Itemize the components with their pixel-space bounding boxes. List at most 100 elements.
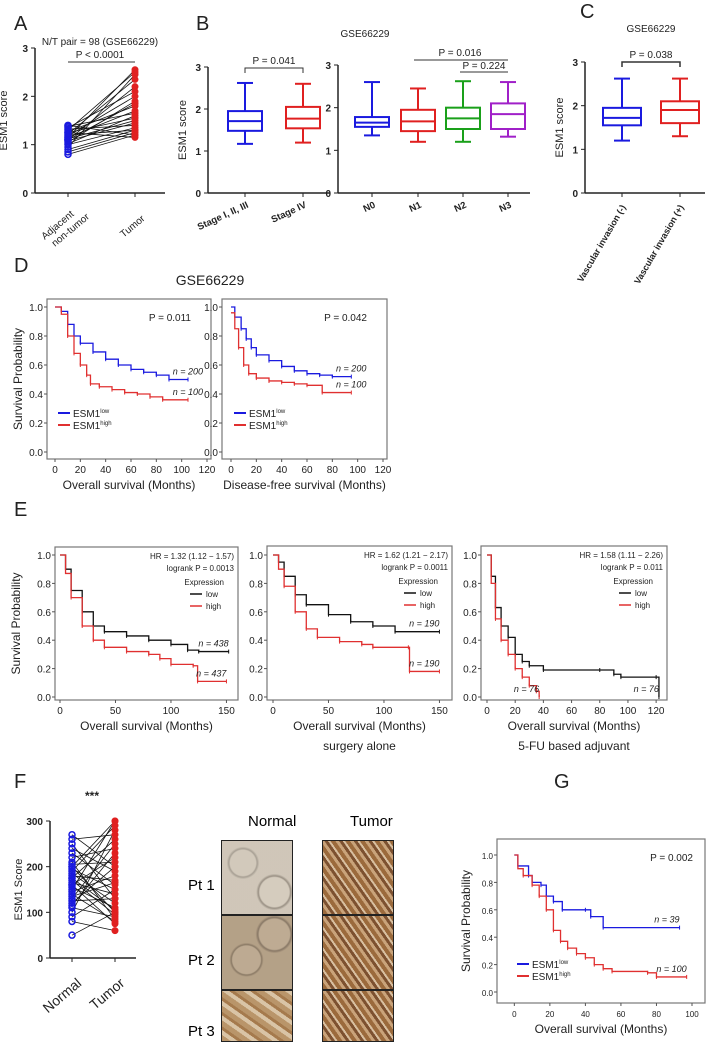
A-point-tumor: [131, 121, 139, 129]
ihc-row-pt1: Pt 1: [188, 877, 215, 894]
F-point-normal: [68, 888, 76, 896]
E1-x-label: Overall survival (Months): [80, 719, 213, 733]
D1-y-tick-label: 1.0: [29, 303, 43, 314]
B-title: GSE66229: [341, 29, 390, 40]
F-pair-line: [71, 880, 116, 915]
F-point-normal: [68, 899, 76, 907]
F-point-normal: [68, 878, 76, 887]
E3-legend-title: Expression: [613, 577, 653, 586]
A-pair-line: [67, 134, 136, 155]
F-pair-line: [71, 834, 116, 867]
E2-y-tick-label: 0.4: [249, 636, 263, 647]
G-x-tick-label: 80: [652, 1010, 661, 1019]
panel-label-B: B: [196, 13, 209, 35]
A-y-tick-label: 2: [22, 92, 28, 103]
F-point-normal: [68, 872, 76, 880]
F-point-normal: [68, 849, 76, 857]
ihc-image-pt3-tumor: [322, 990, 394, 1042]
E3-plot-frame: [480, 545, 668, 701]
E3-y-tick-label: 0.2: [463, 665, 477, 676]
D2-x-label: Disease-free survival (Months): [223, 478, 386, 492]
F-pair-line: [71, 848, 116, 858]
E2-legend-label-high: high: [420, 601, 435, 610]
F-point-tumor: [111, 831, 119, 839]
A-point-adjacent-non-tumor: [64, 121, 72, 130]
D2-legend-label-low: ESM1low: [249, 409, 286, 420]
B1-y-tick-label: 2: [195, 105, 201, 116]
G-plot-frame: [496, 838, 706, 1004]
E2-y-tick-label: 1.0: [249, 551, 263, 562]
D2-curve-esm1high: [231, 312, 352, 394]
F-point-normal: [68, 881, 76, 889]
A-p-value: P < 0.0001: [76, 50, 125, 61]
E3-y-tick-label: 0.6: [463, 608, 477, 619]
B1-y-tick-label: 3: [195, 63, 201, 74]
F-point-tumor: [111, 895, 119, 903]
E3-y-tick-label: 0.4: [463, 636, 477, 647]
A-point-tumor: [131, 75, 139, 83]
B2-x-label: N0: [362, 200, 378, 215]
C-significance-bracket: [621, 61, 681, 67]
A-y-label: ESM1 score: [0, 91, 10, 151]
D1-curve-esm1high: [55, 306, 188, 401]
D2-legend-label-high: ESM1high: [249, 421, 288, 432]
F-point-tumor: [111, 920, 119, 928]
G-y-tick-label: 0.2: [482, 962, 494, 971]
B2-y-tick-label: 0: [325, 189, 331, 200]
G-curve-esm1low-n-label: n = 39: [654, 915, 679, 925]
F-pair-line: [71, 852, 116, 886]
E1-x-tick-label: 50: [110, 706, 122, 717]
B1-y-tick-label: 1: [195, 147, 201, 158]
E3-x-tick-label: 60: [566, 706, 578, 717]
D2-x-tick-label: 120: [375, 465, 392, 476]
G-curve-esm1high-n-label: n = 100: [656, 964, 686, 974]
D2-x-tick-label: 40: [276, 465, 288, 476]
F-y-label: ESM1 Score: [13, 859, 25, 921]
E3-curve-low-n-label: n = 76: [634, 684, 659, 694]
F-point-tumor: [111, 863, 119, 871]
E3-y-tick-label: 0.8: [463, 579, 477, 590]
G-y-tick-label: 0.8: [482, 879, 494, 888]
G-x-tick-label: 20: [545, 1010, 554, 1019]
B1-y-label: ESM1 score: [177, 100, 189, 160]
D1-curve-esm1low-n-label: n = 200: [173, 367, 203, 377]
F-y-tick-label: 100: [26, 908, 43, 919]
G-legend-label-low: ESM1low: [532, 960, 569, 971]
D-title: GSE66229: [176, 272, 245, 288]
F-point-normal: [68, 901, 76, 910]
F-pair-line: [71, 907, 116, 918]
E3-legend-label-low: low: [635, 589, 647, 598]
F-point-normal: [68, 876, 76, 885]
G-x-tick-label: 0: [512, 1010, 517, 1019]
C-y-tick-label: 1: [572, 145, 578, 156]
B2-box-n3-iqr: [490, 102, 526, 131]
D2-y-tick-label: 1.0: [204, 303, 218, 314]
ihc-image-pt1-normal: [221, 840, 293, 915]
A-pair-line: [67, 103, 136, 141]
panel-label-G: G: [554, 771, 570, 793]
A-y-tick-label: 0: [22, 189, 28, 200]
E1-legend-label-high: high: [206, 602, 221, 611]
E3-curve-high: [487, 554, 540, 697]
ihc-image-pt3-normal: [221, 990, 293, 1042]
F-point-normal: [68, 883, 76, 891]
E2-stat-0: HR = 1.62 (1.21 − 2.17): [364, 551, 448, 560]
ihc-image-pt2-tumor: [322, 915, 394, 990]
E3-y-tick-label: 1.0: [463, 551, 477, 562]
F-pair-line: [71, 848, 116, 872]
F-point-tumor: [111, 849, 119, 857]
F-pair-line: [71, 911, 116, 936]
B1-box-stage-i-ii-iii: [227, 81, 263, 145]
E3-x-tick-label: 80: [594, 706, 606, 717]
G-x-label: Overall survival (Months): [535, 1022, 668, 1036]
B2-x-label: N1: [408, 199, 424, 214]
ihc-image-pt2-normal: [221, 915, 293, 990]
E1-legend-title: Expression: [184, 578, 224, 587]
B2-p-value-2: P = 0.224: [463, 61, 506, 72]
E1-x-tick-label: 150: [218, 706, 235, 717]
E1-x-tick-label: 100: [163, 706, 180, 717]
A-y-tick-label: 1: [22, 141, 28, 152]
F-point-normal: [68, 894, 76, 903]
B1-p-value: P = 0.041: [253, 56, 296, 67]
D2-p-value: P = 0.042: [324, 313, 367, 324]
